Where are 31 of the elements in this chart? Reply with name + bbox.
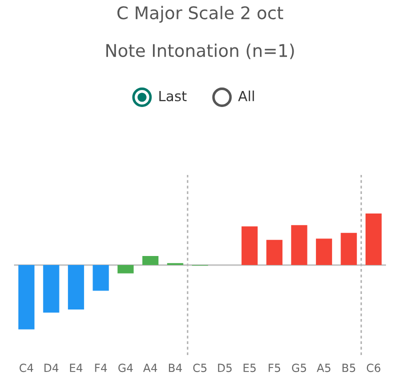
x-tick-label: G5 [292, 364, 306, 372]
x-tick-label: G4 [118, 364, 133, 372]
x-tick-label: C6 [366, 364, 380, 372]
x-tick-label: D5 [218, 364, 232, 372]
bar [366, 214, 382, 266]
bar [142, 256, 158, 266]
x-tick-label: B4 [168, 364, 182, 372]
bar [291, 225, 308, 266]
bar [340, 232, 357, 266]
x-tick-label: B5 [342, 364, 356, 372]
bar [242, 226, 258, 266]
x-tick-label: D4 [44, 364, 58, 372]
bar [266, 240, 282, 266]
x-tick-label: A5 [316, 364, 330, 372]
text: Last [159, 90, 187, 102]
bar [68, 265, 84, 310]
bar [118, 265, 134, 274]
x-tick-label: E5 [244, 364, 256, 372]
x-tick-label: F5 [268, 364, 280, 372]
bar [316, 238, 332, 266]
bar [43, 265, 60, 313]
x-tick-label: A4 [143, 364, 158, 372]
x-tick-label: C4 [20, 364, 34, 372]
x-tick-label: F4 [95, 364, 107, 372]
bar [18, 265, 34, 330]
chart-subtitle: Note Intonation (n=1) [106, 44, 294, 60]
bar [92, 265, 109, 291]
chart-title: C Major Scale 2 oct [117, 6, 284, 23]
text: All [238, 90, 254, 102]
x-tick-label: C5 [193, 364, 206, 372]
x-tick-label: E4 [70, 364, 82, 372]
